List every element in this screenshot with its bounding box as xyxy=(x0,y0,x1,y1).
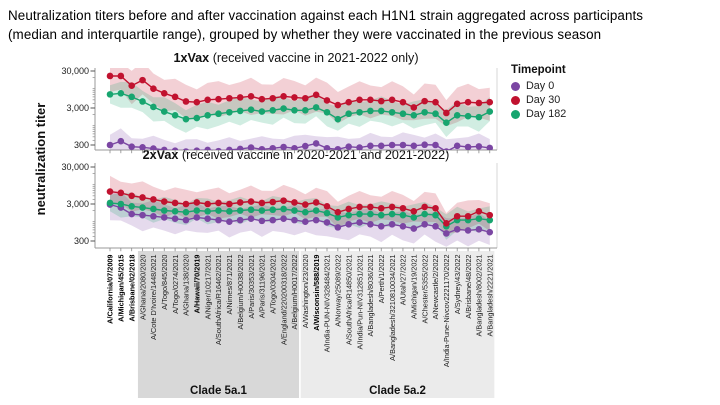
x-strain-label: A/SouthAfrica/R16462/2021 xyxy=(214,255,223,345)
x-strain-label: A/Perth/1/2022 xyxy=(377,255,386,304)
x-strain-label: A/Ghana/2080/2020 xyxy=(138,255,147,320)
x-strain-label: A/Norway/25089/2022 xyxy=(334,255,343,327)
panel1-series-day0 xyxy=(106,137,494,150)
x-strain-label: A/India/Pun-NIV312851/2021 xyxy=(355,255,364,350)
clade-label-1: Clade 5a.1 xyxy=(190,385,247,397)
panel2-title: 2xVax (received vaccine in 2020-2021 and… xyxy=(95,148,497,162)
y-tick-label: 300 xyxy=(74,140,89,150)
x-strain-label: A/Hawaii/70/2019 xyxy=(193,255,202,314)
x-strain-label: A/Brisbane/48/2022 xyxy=(464,255,473,319)
legend: Timepoint Day 0 Day 30 Day 182 xyxy=(511,64,566,121)
x-strain-label: A/Michigan/45/2015 xyxy=(117,255,126,322)
y-tick-label: 300 xyxy=(74,236,89,246)
x-strain-label: A/Utah/27/2022 xyxy=(399,255,408,306)
panel2-series-day30 xyxy=(106,188,494,227)
x-strain-label: A/Bangladesh/3210810034/2021 xyxy=(388,255,397,361)
day0-dot-icon xyxy=(511,81,520,91)
legend-item-day0: Day 0 xyxy=(511,79,566,93)
x-strain-label: A/Togo/0304/2021 xyxy=(268,255,277,314)
x-strain-label: A/Chester/5355/2022 xyxy=(420,255,429,324)
x-strain-label: A/Brisbane/02/2018 xyxy=(127,255,136,322)
panel2-series-day182 xyxy=(106,199,494,230)
x-strain-label: A/Paris/31196/2021 xyxy=(258,255,267,319)
legend-item-day182: Day 182 xyxy=(511,107,566,121)
x-strain-label: A/Belgium/H0017/2022 xyxy=(290,255,299,330)
legend-item-label: Day 0 xyxy=(526,80,555,92)
x-strain-label: A/Cote D'Ivoire/1448/2021 xyxy=(149,255,158,340)
x-strain-label: A/Paris/30353/2021 xyxy=(247,255,256,319)
x-strain-label: A/Michigan/19/2021 xyxy=(410,255,419,320)
panel2-title-bold: 2xVax xyxy=(142,148,179,162)
clade-band-1 xyxy=(137,251,300,398)
x-strain-label: A/Bangladesh/8036/2021 xyxy=(366,255,375,337)
day182-dot-icon xyxy=(511,109,520,119)
y-tick-label: 30,000 xyxy=(61,66,89,76)
page-title-line1: Neutralization titers before and after v… xyxy=(8,8,644,23)
x-strain-label: A/California/07/2009 xyxy=(106,255,115,324)
x-strain-label: A/Bangladesh/2221/2021 xyxy=(485,255,494,337)
y-tick-label: 30,000 xyxy=(61,162,89,172)
legend-item-day30: Day 30 xyxy=(511,93,566,107)
x-strain-label: A/Togo/845/2020 xyxy=(160,255,169,310)
panel1-title-bold: 1xVax xyxy=(173,51,210,65)
x-strain-label: A/Niger/10217/2021 xyxy=(203,255,212,320)
x-strain-label: A/India-Pune-Nivcov2221170/2022 xyxy=(442,255,451,368)
page-title-line2: (median and interquartile range), groupe… xyxy=(8,27,602,43)
panel2-band-day30 xyxy=(110,175,490,235)
panel2-title-rest: (received vaccine in 2020-2021 and 2021-… xyxy=(178,148,450,162)
panel1-series-day182 xyxy=(106,89,494,127)
day30-dot-icon xyxy=(511,95,520,105)
x-strain-label: A/Bangladesh/8002/2021 xyxy=(475,255,484,337)
legend-item-label: Day 30 xyxy=(526,94,561,106)
clade-band-2 xyxy=(300,251,495,398)
panel1-band-day182 xyxy=(110,81,490,137)
y-tick-label: 3,000 xyxy=(66,103,89,113)
panel1-series-day30 xyxy=(106,72,494,117)
page-title: Neutralization titers before and after v… xyxy=(8,6,714,45)
legend-title: Timepoint xyxy=(511,64,566,76)
x-strain-label: A/Nimes/871/2021 xyxy=(225,255,234,315)
x-strain-label: A/Ghana/138/2020 xyxy=(182,255,191,316)
y-tick-label: 3,000 xyxy=(66,199,89,209)
x-strain-label: A/England/220200318/2022 xyxy=(279,255,288,345)
x-strain-label: A/India-PUN-NIV328484/2021 xyxy=(323,255,332,353)
x-strain-label: A/Washington/23/2020 xyxy=(301,255,310,329)
clade-label-2: Clade 5a.2 xyxy=(369,385,426,397)
x-strain-label: A/Wisconsin/588/2019 xyxy=(312,255,321,331)
x-strain-label: A/SouthAfrica/R14850/2021 xyxy=(344,255,353,345)
panel1-title-rest: (received vaccine in 2021-2022 only) xyxy=(209,51,419,65)
legend-item-label: Day 182 xyxy=(526,108,567,120)
x-strain-label: A/Sydney/43/2022 xyxy=(453,255,462,315)
panel1-title: 1xVax (received vaccine in 2021-2022 onl… xyxy=(95,51,497,65)
x-strain-label: A/Togo/0274/2021 xyxy=(171,255,180,314)
x-strain-label: A/Belgium/H0038/2022 xyxy=(236,255,245,330)
x-strain-label: A/Newcastle/2/2022 xyxy=(431,255,440,320)
panel2-band-day0 xyxy=(110,191,490,247)
